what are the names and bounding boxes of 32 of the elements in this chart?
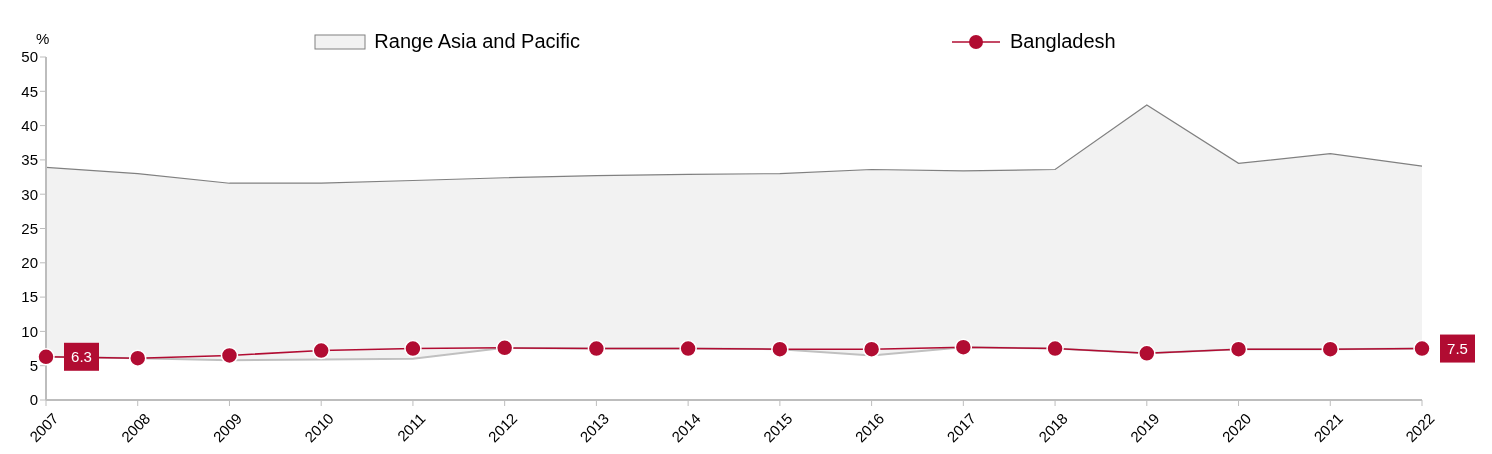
point: [587, 339, 606, 358]
point: [220, 346, 239, 365]
point: [37, 348, 55, 366]
legend-label: Bangladesh: [1010, 30, 1116, 53]
point: [862, 340, 881, 358]
point: [128, 349, 147, 367]
y-tick-label: 30: [21, 185, 38, 203]
y-tick-label: 0: [29, 391, 38, 409]
point: [1321, 340, 1340, 358]
legend-label: Range Asia and Pacific: [374, 30, 581, 53]
y-tick-label: 10: [21, 322, 38, 340]
point: [495, 339, 514, 357]
y-tick-label: 5: [29, 357, 38, 375]
y-tick-label: 15: [21, 288, 38, 306]
y-tick-label: 25: [21, 219, 38, 237]
y-axis-title: %: [36, 30, 50, 47]
y-tick-label: 50: [21, 48, 38, 66]
data-label: 6.3: [71, 347, 92, 365]
point: [312, 341, 330, 360]
point: [679, 339, 697, 358]
y-tick-label: 40: [21, 116, 38, 134]
point: [771, 340, 789, 358]
point: [404, 339, 422, 358]
y-tick-label: 45: [21, 82, 38, 100]
point: [1413, 339, 1431, 358]
data-label: 7.5: [1447, 339, 1468, 357]
point: [1138, 344, 1156, 363]
y-tick-label: 20: [21, 254, 38, 272]
point: [1046, 339, 1064, 358]
y-tick-label: 35: [21, 151, 38, 169]
point: [954, 338, 973, 356]
point: [1229, 340, 1248, 358]
